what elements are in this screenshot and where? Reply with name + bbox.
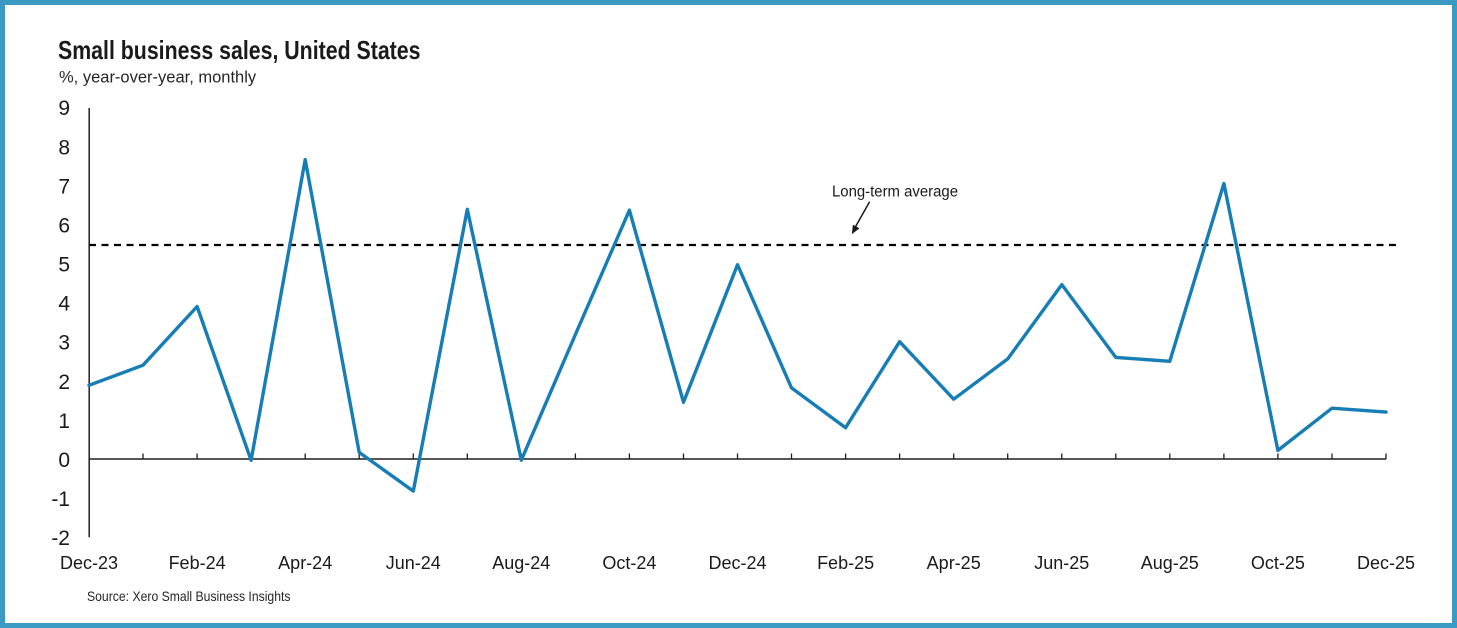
- svg-text:-2: -2: [51, 527, 70, 550]
- svg-text:Aug-25: Aug-25: [1141, 553, 1199, 573]
- svg-text:-1: -1: [51, 488, 70, 511]
- svg-text:Feb-24: Feb-24: [169, 553, 226, 573]
- svg-text:Dec-23: Dec-23: [60, 553, 118, 573]
- svg-text:8: 8: [58, 136, 70, 159]
- svg-text:2: 2: [58, 371, 70, 394]
- svg-text:Oct-25: Oct-25: [1251, 553, 1305, 573]
- svg-text:%, year-over-year, monthly: %, year-over-year, monthly: [59, 69, 257, 87]
- svg-text:Source: Xero Small Business In: Source: Xero Small Business Insights: [87, 588, 291, 604]
- svg-text:Apr-25: Apr-25: [927, 553, 981, 573]
- svg-text:0: 0: [58, 449, 70, 472]
- svg-text:Long-term average: Long-term average: [832, 184, 958, 201]
- svg-text:Dec-24: Dec-24: [708, 553, 766, 573]
- svg-text:Jun-24: Jun-24: [386, 553, 441, 573]
- svg-text:1: 1: [58, 410, 70, 433]
- svg-text:Jun-25: Jun-25: [1034, 553, 1089, 573]
- svg-text:Oct-24: Oct-24: [602, 553, 656, 573]
- svg-text:Small business sales, United S: Small business sales, United States: [58, 35, 421, 65]
- svg-text:7: 7: [58, 175, 70, 198]
- svg-text:Feb-25: Feb-25: [817, 553, 874, 573]
- svg-text:6: 6: [58, 215, 70, 238]
- svg-text:Aug-24: Aug-24: [492, 553, 550, 573]
- svg-text:Apr-24: Apr-24: [278, 553, 332, 573]
- svg-text:5: 5: [58, 254, 70, 277]
- svg-text:3: 3: [58, 332, 70, 355]
- svg-text:Dec-25: Dec-25: [1357, 553, 1415, 573]
- svg-text:9: 9: [58, 97, 70, 120]
- svg-text:4: 4: [58, 293, 70, 316]
